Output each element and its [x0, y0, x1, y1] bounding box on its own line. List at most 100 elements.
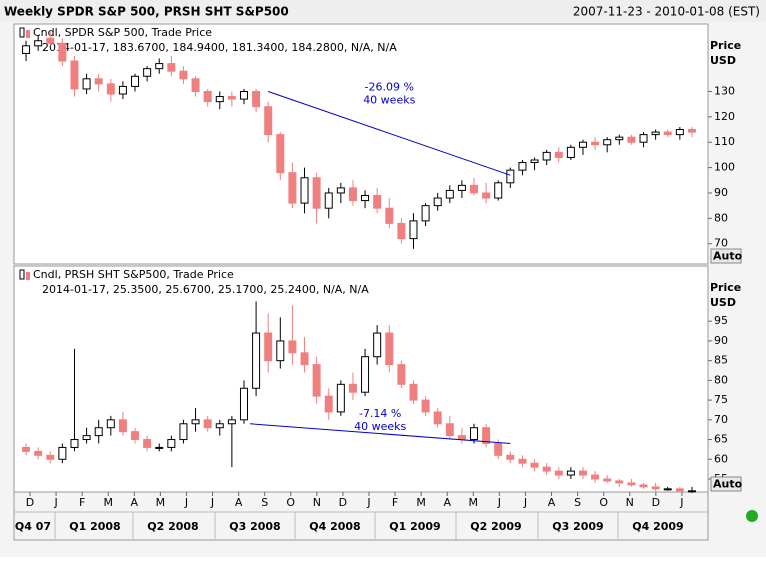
legend-label: Cndl, PRSH SHT S&P500, Trade Price [33, 268, 234, 281]
y-tick-label: 90 [714, 186, 728, 199]
candle-body [264, 106, 273, 136]
x-tick-label: M [416, 496, 426, 509]
candle-body [494, 182, 503, 199]
x-tick-label: D [652, 496, 660, 509]
candle-body [34, 40, 43, 47]
quarter-label: Q1 2008 [69, 520, 120, 533]
candle-body [94, 427, 103, 437]
candle-body [482, 427, 491, 444]
candle-body [215, 423, 224, 429]
candle-body [506, 169, 515, 184]
legend-icon [19, 27, 25, 38]
candle-body [94, 78, 103, 85]
candle-body [106, 83, 115, 95]
y-axis-label: USD [710, 54, 736, 67]
candle-body [470, 427, 479, 441]
candle-body [603, 139, 612, 146]
candle-body [215, 96, 224, 103]
candle-body [34, 450, 43, 456]
auto-button-label[interactable]: Auto [713, 478, 743, 491]
candle-body [167, 439, 176, 448]
candle-body [397, 364, 406, 385]
auto-button[interactable] [710, 476, 742, 492]
candle-body [687, 129, 696, 133]
quarter-label: Q3 2008 [229, 520, 280, 533]
header-title: Weekly SPDR S&P 500, PRSH SHT S&P500 [4, 5, 289, 19]
x-tick-label: A [548, 496, 556, 509]
x-tick-label: N [313, 496, 321, 509]
x-tick-label: D [26, 496, 34, 509]
candle-body [227, 419, 236, 425]
candle-body [421, 399, 430, 413]
legend-icon [26, 30, 30, 38]
candle-body [58, 446, 67, 460]
candle-body [276, 134, 285, 174]
y-tick-label: 75 [714, 393, 728, 406]
candle-body [348, 187, 357, 202]
candle-body [518, 458, 527, 464]
candle-body [155, 63, 164, 70]
x-tick-label: J [210, 496, 214, 509]
candle-body [409, 220, 418, 240]
x-tick-label: O [286, 496, 295, 509]
header-range: 2007-11-23 - 2010-01-08 (EST) [573, 5, 760, 19]
quarter-label: Q4 07 [15, 520, 51, 533]
candle-body [191, 419, 200, 425]
candle-body [421, 205, 430, 222]
candle-body [227, 96, 236, 100]
candle-body [179, 70, 188, 80]
trend-label: 40 weeks [354, 420, 406, 433]
candle-body [409, 383, 418, 401]
candle-body [554, 151, 563, 158]
y-tick-label: 110 [714, 135, 735, 148]
trend-label: 40 weeks [363, 93, 415, 106]
candle-body [663, 131, 672, 136]
x-tick-label: M [103, 496, 113, 509]
candle-body [70, 439, 79, 448]
candle-body [675, 488, 684, 492]
auto-button[interactable] [710, 248, 742, 264]
x-tick-label: A [131, 496, 139, 509]
x-axis-area [13, 491, 709, 541]
candle-body [373, 332, 382, 358]
x-tick-label: J [366, 496, 370, 509]
x-tick-label: J [53, 496, 57, 509]
candle-body [675, 129, 684, 136]
candle-body [591, 141, 600, 146]
candle-body [639, 134, 648, 143]
trend-label: -7.14 % [359, 407, 401, 420]
candle-body [167, 63, 176, 72]
candle-body [203, 90, 212, 103]
candle-body [542, 151, 551, 161]
candle-body [203, 419, 212, 429]
candle-body [300, 352, 309, 366]
quarter-label: Q3 2009 [552, 520, 603, 533]
candle-body [191, 78, 200, 92]
auto-button-label[interactable]: Auto [713, 250, 743, 263]
x-tick-label: J [184, 496, 188, 509]
x-tick-label: A [443, 496, 451, 509]
candle-body [131, 75, 140, 87]
legend-label: Cndl, SPDR S&P 500, Trade Price [33, 26, 212, 39]
candle-body [118, 419, 127, 433]
candle-body [155, 446, 164, 449]
y-tick-label: 100 [714, 161, 735, 174]
y-tick-label: 95 [714, 314, 728, 327]
candle-body [58, 42, 67, 62]
candle-body [627, 482, 636, 486]
candle-body [348, 383, 357, 393]
candle-body [22, 446, 31, 452]
candle-body [603, 478, 612, 482]
x-tick-label: F [392, 496, 398, 509]
y-tick-label: 80 [714, 373, 728, 386]
x-tick-label: S [574, 496, 581, 509]
y-tick-label: 65 [714, 433, 728, 446]
candle-body [106, 419, 115, 429]
candle-body [143, 68, 152, 77]
x-tick-label: M [469, 496, 479, 509]
candle-body [566, 146, 575, 158]
y-tick-label: 80 [714, 211, 728, 224]
y-tick-label: 70 [714, 237, 728, 250]
y-tick-label: 120 [714, 110, 735, 123]
